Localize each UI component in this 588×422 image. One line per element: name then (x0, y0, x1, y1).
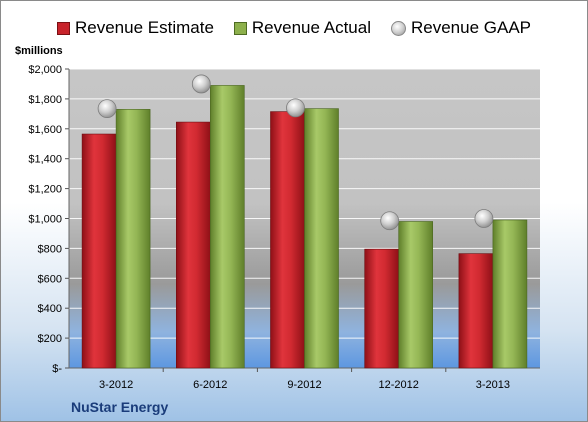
legend-swatch-actual (233, 21, 247, 35)
bar-revenue-actual (115, 109, 151, 369)
point-revenue-gaap (380, 211, 400, 231)
legend-swatch-estimate (57, 21, 70, 35)
y-tick-label: $- (52, 363, 62, 375)
legend-item-gaap: Revenue GAAP (391, 18, 531, 38)
x-tick-label: 3-2013 (476, 379, 510, 391)
x-tick-label: 6-2012 (193, 379, 227, 391)
point-revenue-gaap (474, 209, 494, 228)
legend-label-actual: Revenue Actual (251, 18, 371, 37)
legend-label-gaap: Revenue GAAP (411, 18, 532, 37)
y-tick-label: $400 (38, 303, 62, 315)
point-revenue-gaap (286, 98, 305, 118)
y-tick-label: $1,600 (28, 124, 62, 136)
x-tick-label: 3-2012 (99, 379, 133, 391)
x-tick-label: 12-2012 (379, 379, 419, 391)
bar-revenue-estimate (458, 253, 494, 369)
legend-item-actual: Revenue Actual (233, 18, 371, 38)
bar-revenue-estimate (176, 121, 211, 369)
y-tick-label: $200 (38, 333, 62, 345)
bar-revenue-actual (210, 85, 245, 369)
point-revenue-gaap (191, 74, 211, 94)
y-tick-label: $1,000 (28, 214, 62, 226)
legend: Revenue Estimate Revenue Actual Revenue … (57, 18, 551, 38)
point-revenue-gaap (97, 99, 117, 119)
bar-revenue-estimate (364, 248, 400, 369)
y-tick-label: $600 (38, 273, 62, 285)
bar-revenue-estimate (81, 133, 117, 369)
legend-swatch-gaap (391, 20, 406, 36)
y-tick-label: $1,800 (28, 94, 62, 106)
y-tick-label: $1,400 (28, 154, 62, 166)
legend-label-estimate: Revenue Estimate (75, 18, 214, 37)
y-tick-label: $800 (38, 243, 62, 255)
y-axis-unit-label: $millions (15, 45, 63, 57)
y-tick-label: $1,200 (28, 184, 62, 196)
x-tick-label: 9-2012 (287, 379, 321, 391)
legend-item-estimate: Revenue Estimate (57, 18, 214, 38)
y-tick-label: $2,000 (28, 64, 62, 76)
company-name: NuStar Energy (71, 399, 169, 415)
bar-revenue-actual (492, 219, 528, 369)
bar-revenue-actual (304, 108, 339, 369)
bar-revenue-estimate (270, 111, 305, 369)
bar-revenue-actual (398, 221, 434, 369)
